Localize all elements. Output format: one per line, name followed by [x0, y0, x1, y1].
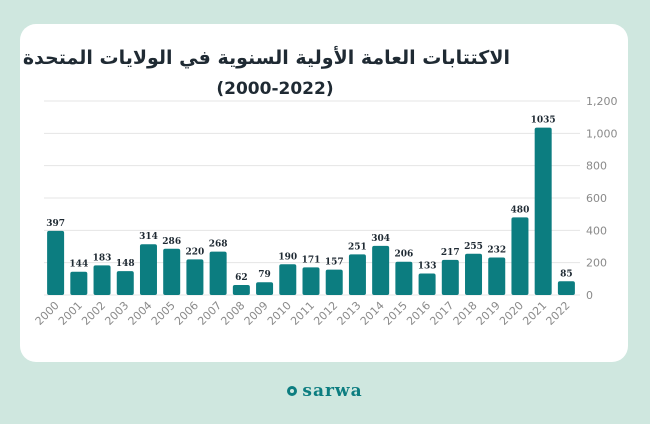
- y-tick-label: 1,200: [586, 95, 618, 108]
- bar: [302, 267, 320, 295]
- data-label: 157: [325, 258, 344, 268]
- sarwa-logo-icon: [287, 386, 298, 396]
- bar: [488, 257, 506, 295]
- data-label: 304: [371, 234, 390, 244]
- data-label: 190: [278, 252, 297, 262]
- x-tick-label: 2008: [218, 299, 247, 328]
- x-tick-label: 2014: [358, 299, 387, 328]
- chart-subtitle: (2000-2022): [216, 79, 334, 99]
- y-tick-label: 1,000: [586, 127, 618, 140]
- x-tick-label: 2009: [242, 299, 271, 328]
- bar: [209, 251, 227, 295]
- x-tick-label: 2001: [56, 299, 85, 328]
- bar: [418, 273, 436, 295]
- x-tick-label: 2004: [126, 299, 155, 328]
- bar: [348, 254, 366, 295]
- bar: [256, 282, 274, 295]
- x-tick-label: 2005: [149, 299, 178, 328]
- bar: [372, 245, 390, 295]
- bar: [395, 261, 413, 295]
- x-tick-label: 2006: [172, 299, 201, 328]
- brand-logo: sarwa: [0, 381, 650, 401]
- bar: [465, 253, 483, 295]
- chart-title: الاكتتابات العامة الأولية السنوية في الو…: [22, 47, 510, 69]
- brand-name: sarwa: [302, 381, 363, 401]
- x-tick-label: 2003: [102, 299, 131, 328]
- x-tick-label: 2018: [451, 299, 480, 328]
- bar: [186, 259, 204, 295]
- data-label: 171: [302, 255, 321, 265]
- bar: [139, 244, 157, 295]
- x-tick-label: 2022: [544, 299, 573, 328]
- x-tick-label: 2021: [520, 299, 549, 328]
- x-tick-label: 2013: [335, 299, 364, 328]
- x-tick-label: 2002: [79, 299, 108, 328]
- bar: [93, 265, 111, 295]
- bar: [47, 230, 65, 295]
- bar: [163, 248, 181, 295]
- data-label: 220: [186, 247, 205, 257]
- data-label: 79: [258, 270, 271, 280]
- y-tick-label: 600: [586, 192, 607, 205]
- x-tick-label: 2017: [427, 299, 456, 328]
- data-label: 255: [464, 242, 483, 252]
- data-label: 183: [93, 253, 112, 263]
- data-label: 144: [69, 260, 88, 270]
- y-tick-label: 800: [586, 160, 607, 173]
- data-label: 206: [394, 250, 413, 260]
- x-tick-label: 2016: [404, 299, 433, 328]
- x-tick-label: 2020: [497, 299, 526, 328]
- data-label: 268: [209, 240, 228, 250]
- x-tick-label: 2011: [288, 299, 317, 328]
- data-label: 314: [139, 232, 158, 242]
- bar: [534, 127, 552, 295]
- y-tick-label: 0: [586, 289, 593, 302]
- data-label: 286: [162, 237, 181, 247]
- bar: [325, 269, 343, 295]
- data-label: 133: [418, 261, 437, 271]
- data-label: 217: [441, 248, 460, 258]
- x-tick-label: 2010: [265, 299, 294, 328]
- data-label: 397: [46, 219, 65, 229]
- bar: [557, 281, 575, 295]
- chart-card: [20, 24, 628, 362]
- x-tick-label: 2007: [195, 299, 224, 328]
- x-tick-label: 2015: [381, 299, 410, 328]
- x-tick-label: 2012: [311, 299, 340, 328]
- bar: [70, 271, 88, 295]
- y-tick-label: 200: [586, 257, 607, 270]
- bar: [441, 259, 459, 295]
- data-label: 85: [560, 269, 573, 279]
- data-label: 480: [511, 205, 530, 215]
- data-label: 232: [487, 245, 506, 255]
- bar: [279, 264, 297, 295]
- x-tick-label: 2000: [33, 299, 62, 328]
- bar: [511, 217, 529, 295]
- data-label: 251: [348, 242, 367, 252]
- bar: [116, 271, 134, 295]
- data-label: 148: [116, 259, 135, 269]
- x-tick-label: 2019: [474, 299, 503, 328]
- data-label: 62: [235, 273, 248, 283]
- data-label: 1035: [531, 116, 556, 126]
- y-tick-label: 400: [586, 224, 607, 237]
- bar: [232, 284, 250, 295]
